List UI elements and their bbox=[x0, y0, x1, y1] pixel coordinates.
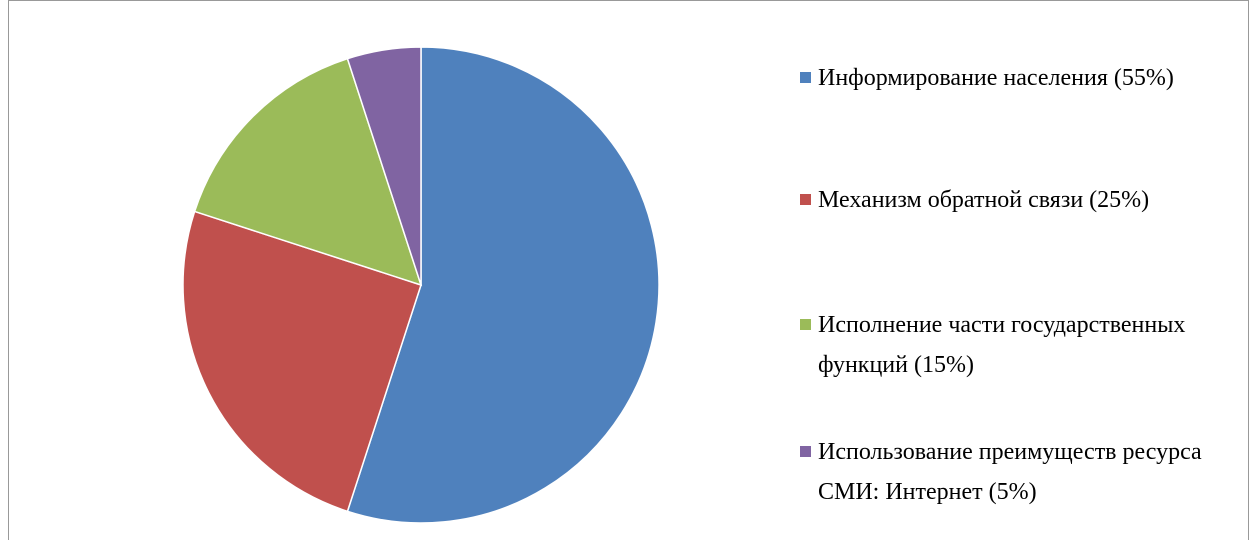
legend-label: Механизм обратной связи (25%) bbox=[818, 187, 1150, 213]
legend-entry: Использование преимуществ ресурса СМИ: И… bbox=[800, 432, 1230, 512]
legend-label: Использование преимуществ ресурса СМИ: И… bbox=[818, 439, 1202, 505]
legend-swatch bbox=[800, 319, 811, 330]
pie-slice bbox=[182, 210, 422, 513]
chart-frame bbox=[8, 0, 1249, 540]
legend-swatch bbox=[800, 446, 811, 457]
legend-label: Исполнение части государственных функций… bbox=[818, 312, 1186, 378]
legend-entry: Исполнение части государственных функций… bbox=[800, 305, 1230, 385]
legend-swatch bbox=[800, 194, 811, 205]
legend-entry: Информирование населения (55%) bbox=[800, 58, 1230, 98]
pie-slice bbox=[193, 57, 423, 287]
pie-slice bbox=[346, 46, 422, 286]
legend-entry: Механизм обратной связи (25%) bbox=[800, 180, 1230, 220]
legend-swatch bbox=[800, 72, 811, 83]
legend-label: Информирование населения (55%) bbox=[818, 65, 1174, 91]
pie-slice bbox=[346, 46, 660, 524]
